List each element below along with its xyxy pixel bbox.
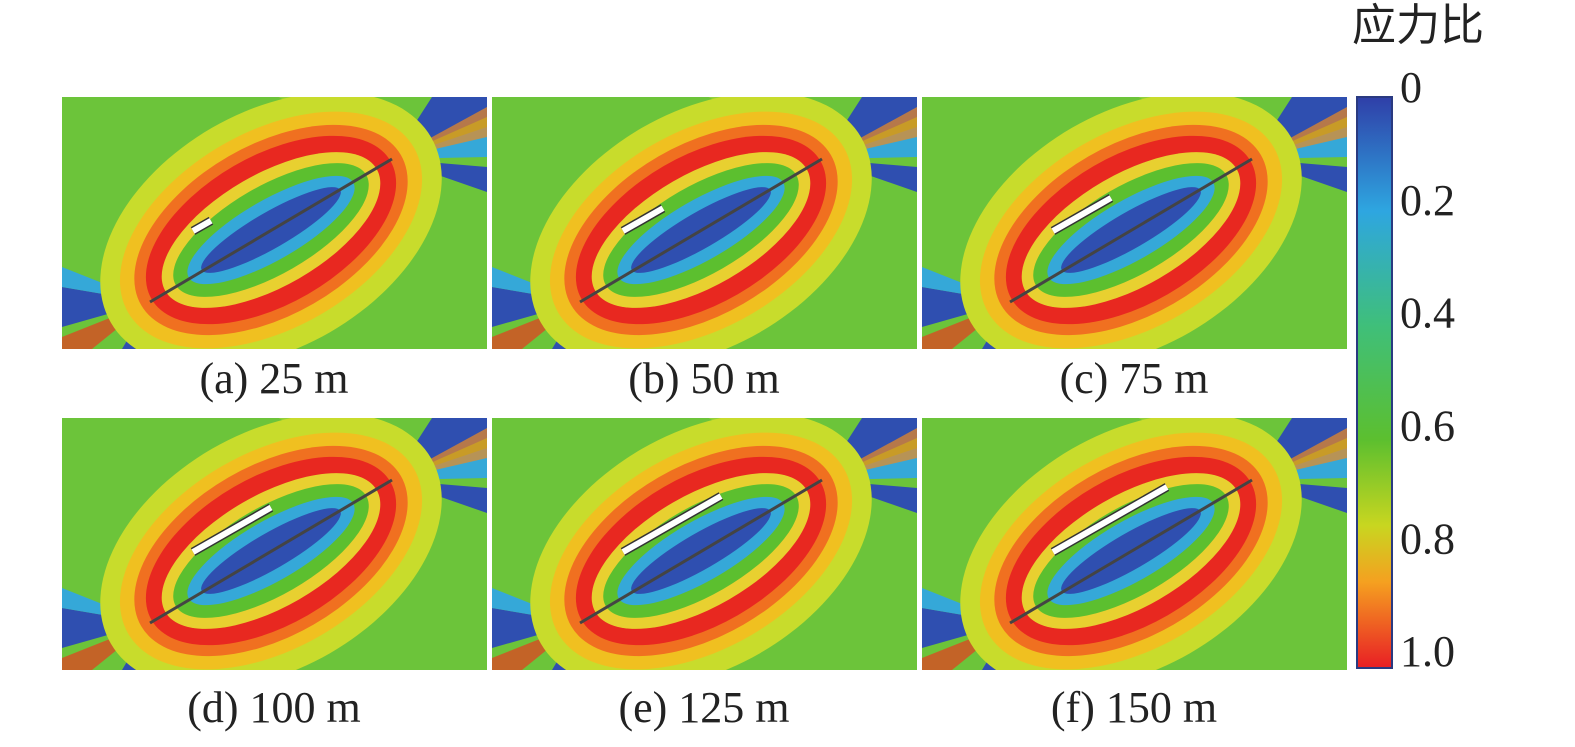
- colorbar-tick-label: 0.4: [1400, 289, 1455, 338]
- contour-panel: [912, 356, 1350, 745]
- excavation-bar: [191, 504, 273, 555]
- colorbar-tick-label: 0.2: [1400, 176, 1455, 225]
- colorbar: [1356, 96, 1393, 669]
- contour-panel: [482, 35, 920, 424]
- panel-caption: (e) 125 m: [618, 683, 789, 732]
- panel-caption: (f) 150 m: [1051, 683, 1217, 732]
- colorbar-tick-label: 0.8: [1400, 514, 1455, 563]
- colorbar-tick-label: 0.6: [1400, 401, 1455, 450]
- excavation-bar: [621, 205, 665, 234]
- excavation-bar: [1051, 195, 1113, 234]
- panel-caption: (b) 50 m: [628, 354, 780, 403]
- colorbar-tick-label: 1.0: [1400, 627, 1455, 676]
- contour-panel: [52, 356, 490, 745]
- contour-panel: [52, 35, 490, 424]
- excavation-bar: [621, 493, 723, 555]
- colorbar-tick-label: 0: [1400, 63, 1422, 112]
- excavation-bar: [1051, 484, 1169, 555]
- panel-caption: (c) 75 m: [1059, 354, 1208, 403]
- contour-panel: [912, 35, 1350, 424]
- panel-caption: (a) 25 m: [199, 354, 348, 403]
- panel-caption: (d) 100 m: [187, 683, 361, 732]
- contour-panel: [482, 356, 920, 745]
- colorbar-title: 应力比: [1352, 1, 1484, 50]
- excavation-bar: [191, 218, 213, 234]
